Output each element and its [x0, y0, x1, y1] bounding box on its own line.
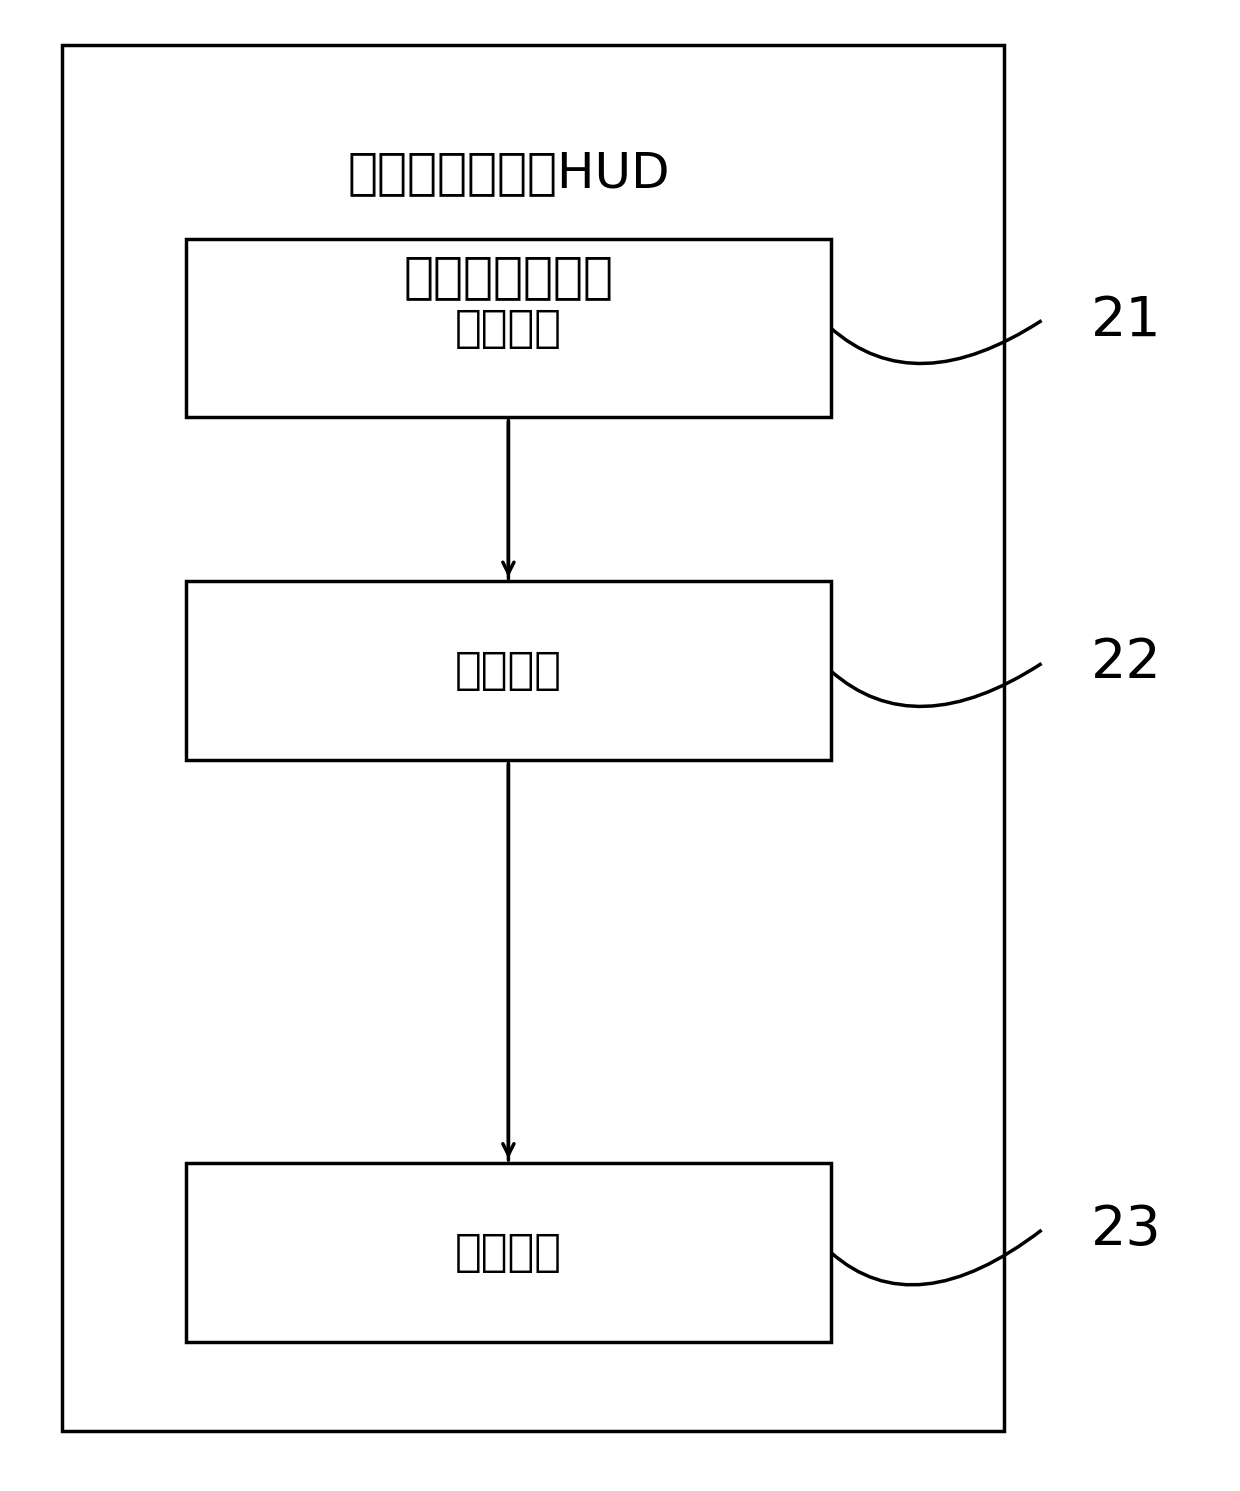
Text: 22: 22 — [1091, 637, 1162, 690]
Text: 处理模块: 处理模块 — [455, 1232, 562, 1273]
Text: 检测模块: 检测模块 — [455, 650, 562, 692]
Text: 基于身份识别的HUD: 基于身份识别的HUD — [347, 149, 670, 197]
Text: 获取模块: 获取模块 — [455, 307, 562, 349]
Text: 个性化调节装置: 个性化调节装置 — [403, 253, 614, 301]
Text: 23: 23 — [1091, 1203, 1162, 1257]
FancyBboxPatch shape — [62, 45, 1004, 1431]
FancyBboxPatch shape — [186, 239, 831, 417]
Text: 21: 21 — [1091, 294, 1162, 347]
FancyBboxPatch shape — [186, 581, 831, 760]
FancyBboxPatch shape — [186, 1163, 831, 1342]
